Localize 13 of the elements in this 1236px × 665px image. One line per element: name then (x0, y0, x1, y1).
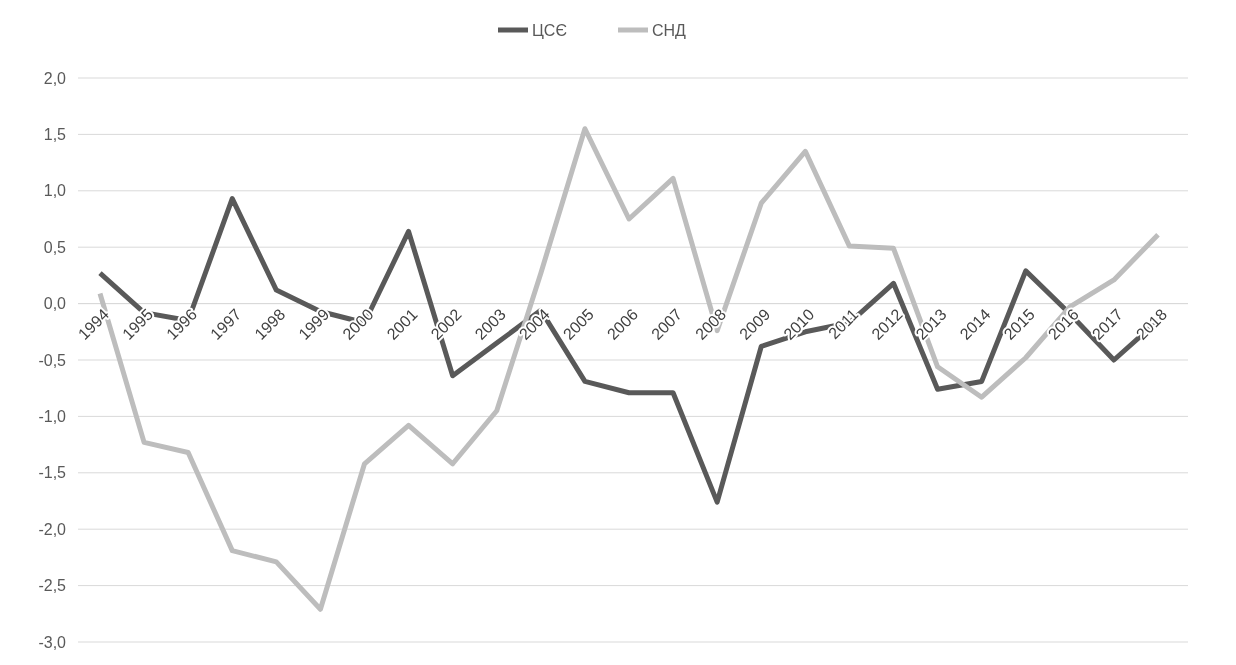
y-tick-label: -2,5 (38, 577, 67, 595)
y-tick-label: 2,0 (43, 69, 67, 87)
y-tick-label: 1,5 (43, 126, 67, 143)
y-tick-label: 1,0 (43, 182, 67, 200)
y-tick-label: -3,0 (38, 633, 67, 651)
y-tick-label: 0,0 (43, 295, 67, 313)
legend-label: ЦСЄ (532, 21, 567, 39)
y-tick-label: -2,0 (38, 520, 67, 538)
y-tick-label: -1,5 (38, 464, 67, 482)
y-tick-label: -0,5 (38, 351, 67, 369)
legend-label: СНД (652, 21, 687, 39)
y-tick-label: -1,0 (38, 408, 67, 425)
y-tick-label: 0,5 (43, 238, 67, 256)
